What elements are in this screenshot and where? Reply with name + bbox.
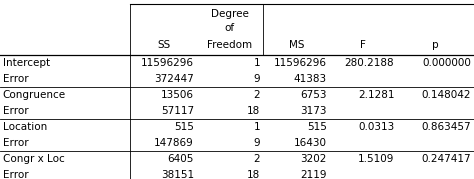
Text: Congr x Loc: Congr x Loc xyxy=(3,154,64,164)
Text: Freedom: Freedom xyxy=(207,40,253,50)
Text: 11596296: 11596296 xyxy=(141,58,194,68)
Text: MS: MS xyxy=(289,40,304,50)
Text: 2.1281: 2.1281 xyxy=(358,90,394,100)
Text: 0.863457: 0.863457 xyxy=(421,122,471,132)
Text: p: p xyxy=(432,40,439,50)
Text: 372447: 372447 xyxy=(154,74,194,84)
Text: 38151: 38151 xyxy=(161,170,194,179)
Text: 2119: 2119 xyxy=(300,170,327,179)
Text: 57117: 57117 xyxy=(161,106,194,116)
Text: Location: Location xyxy=(3,122,47,132)
Text: Congruence: Congruence xyxy=(3,90,66,100)
Text: 0.247417: 0.247417 xyxy=(421,154,471,164)
Text: of: of xyxy=(225,23,235,33)
Text: 9: 9 xyxy=(254,74,260,84)
Text: SS: SS xyxy=(157,40,170,50)
Text: 3173: 3173 xyxy=(300,106,327,116)
Text: 147869: 147869 xyxy=(154,138,194,147)
Text: 41383: 41383 xyxy=(293,74,327,84)
Text: 3202: 3202 xyxy=(300,154,327,164)
Text: F: F xyxy=(360,40,366,50)
Text: Degree: Degree xyxy=(211,9,249,19)
Text: 0.148042: 0.148042 xyxy=(422,90,471,100)
Text: 2: 2 xyxy=(254,154,260,164)
Text: 0.0313: 0.0313 xyxy=(358,122,394,132)
Text: 280.2188: 280.2188 xyxy=(345,58,394,68)
Text: 18: 18 xyxy=(247,106,260,116)
Text: 13506: 13506 xyxy=(161,90,194,100)
Text: 16430: 16430 xyxy=(293,138,327,147)
Text: Error: Error xyxy=(3,170,28,179)
Text: 0.000000: 0.000000 xyxy=(422,58,471,68)
Text: Error: Error xyxy=(3,74,28,84)
Text: Error: Error xyxy=(3,138,28,147)
Text: 515: 515 xyxy=(307,122,327,132)
Text: 6405: 6405 xyxy=(167,154,194,164)
Text: Error: Error xyxy=(3,106,28,116)
Text: 9: 9 xyxy=(254,138,260,147)
Text: 515: 515 xyxy=(174,122,194,132)
Text: 2: 2 xyxy=(254,90,260,100)
Text: 1.5109: 1.5109 xyxy=(358,154,394,164)
Text: 11596296: 11596296 xyxy=(273,58,327,68)
Text: Intercept: Intercept xyxy=(3,58,50,68)
Text: 18: 18 xyxy=(247,170,260,179)
Text: 1: 1 xyxy=(254,58,260,68)
Text: 6753: 6753 xyxy=(300,90,327,100)
Text: 1: 1 xyxy=(254,122,260,132)
